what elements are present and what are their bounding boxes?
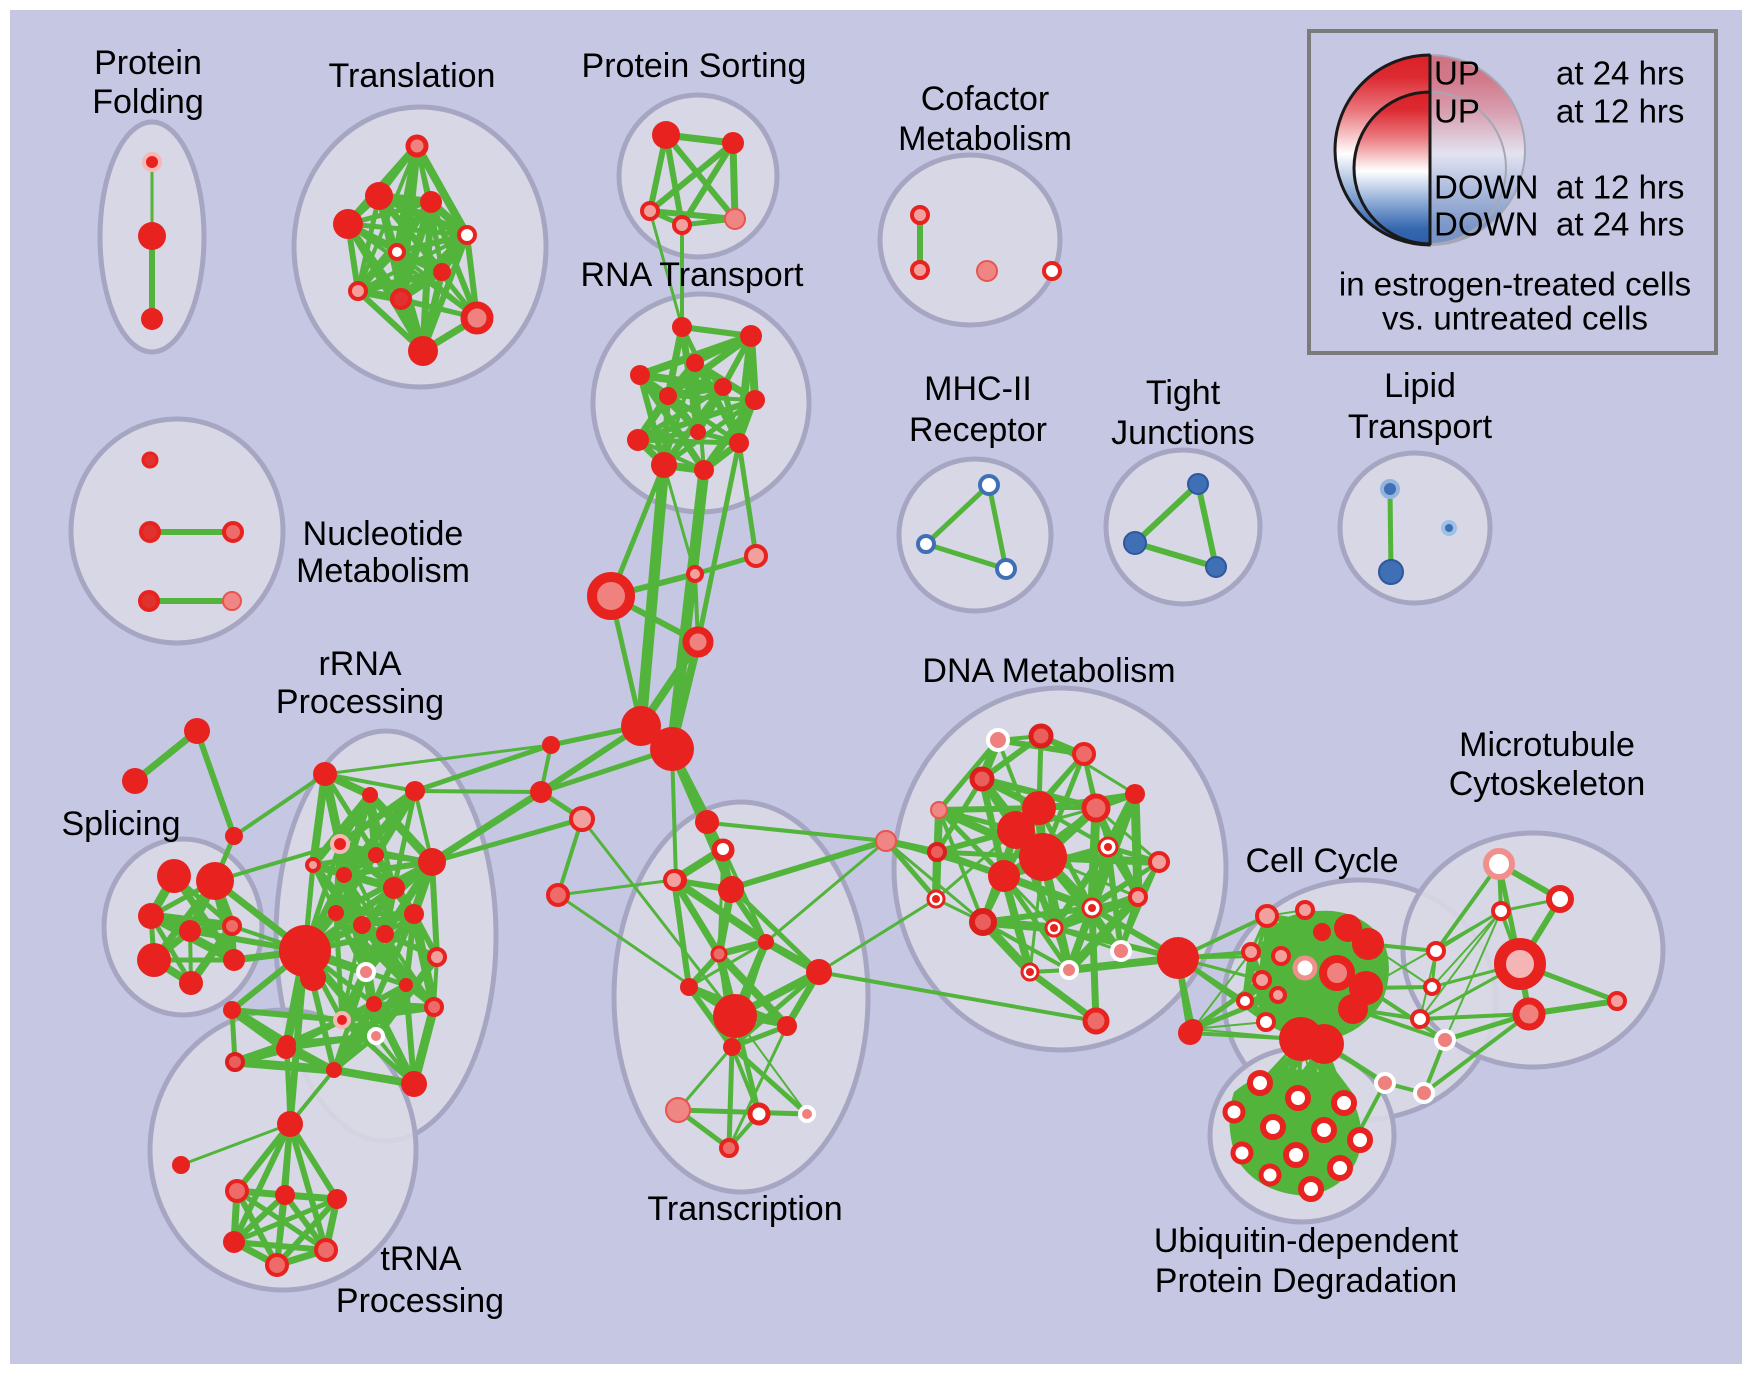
svg-text:Transport: Transport bbox=[1348, 408, 1493, 446]
svg-text:Folding: Folding bbox=[92, 83, 204, 121]
svg-text:Protein Degradation: Protein Degradation bbox=[1155, 1262, 1457, 1300]
svg-text:Nucleotide: Nucleotide bbox=[303, 515, 464, 553]
svg-text:Receptor: Receptor bbox=[909, 411, 1047, 449]
svg-text:UP: UP bbox=[1434, 93, 1480, 130]
svg-text:at 12 hrs: at 12 hrs bbox=[1556, 169, 1684, 206]
svg-text:Cytoskeleton: Cytoskeleton bbox=[1449, 765, 1646, 803]
svg-text:Metabolism: Metabolism bbox=[296, 552, 470, 590]
svg-text:Protein Sorting: Protein Sorting bbox=[582, 47, 807, 85]
svg-text:at 24 hrs: at 24 hrs bbox=[1556, 55, 1684, 92]
svg-text:Cell Cycle: Cell Cycle bbox=[1245, 842, 1398, 880]
svg-text:vs. untreated cells: vs. untreated cells bbox=[1382, 300, 1648, 337]
svg-text:Junctions: Junctions bbox=[1111, 414, 1255, 452]
svg-text:tRNA: tRNA bbox=[380, 1240, 462, 1278]
svg-text:Splicing: Splicing bbox=[61, 805, 180, 843]
svg-text:MHC-II: MHC-II bbox=[924, 370, 1032, 408]
svg-text:Microtubule: Microtubule bbox=[1459, 726, 1635, 764]
svg-text:Translation: Translation bbox=[329, 57, 496, 95]
svg-text:at 24 hrs: at 24 hrs bbox=[1556, 206, 1684, 243]
svg-text:Processing: Processing bbox=[336, 1282, 504, 1320]
svg-text:Lipid: Lipid bbox=[1384, 367, 1456, 405]
svg-text:Metabolism: Metabolism bbox=[898, 120, 1072, 158]
svg-text:Processing: Processing bbox=[276, 683, 444, 721]
svg-text:Transcription: Transcription bbox=[647, 1190, 842, 1228]
svg-text:rRNA: rRNA bbox=[318, 645, 401, 683]
svg-text:UP: UP bbox=[1434, 55, 1480, 92]
svg-text:in estrogen-treated cells: in estrogen-treated cells bbox=[1339, 266, 1691, 303]
svg-text:Ubiquitin-dependent: Ubiquitin-dependent bbox=[1154, 1222, 1459, 1260]
svg-text:DOWN: DOWN bbox=[1434, 169, 1538, 206]
svg-text:DOWN: DOWN bbox=[1434, 206, 1538, 243]
svg-text:Tight: Tight bbox=[1146, 374, 1221, 412]
svg-text:at 12 hrs: at 12 hrs bbox=[1556, 93, 1684, 130]
svg-text:Cofactor: Cofactor bbox=[921, 80, 1050, 118]
svg-text:Protein: Protein bbox=[94, 44, 202, 82]
svg-text:DNA Metabolism: DNA Metabolism bbox=[922, 652, 1175, 690]
svg-text:RNA Transport: RNA Transport bbox=[581, 256, 805, 294]
